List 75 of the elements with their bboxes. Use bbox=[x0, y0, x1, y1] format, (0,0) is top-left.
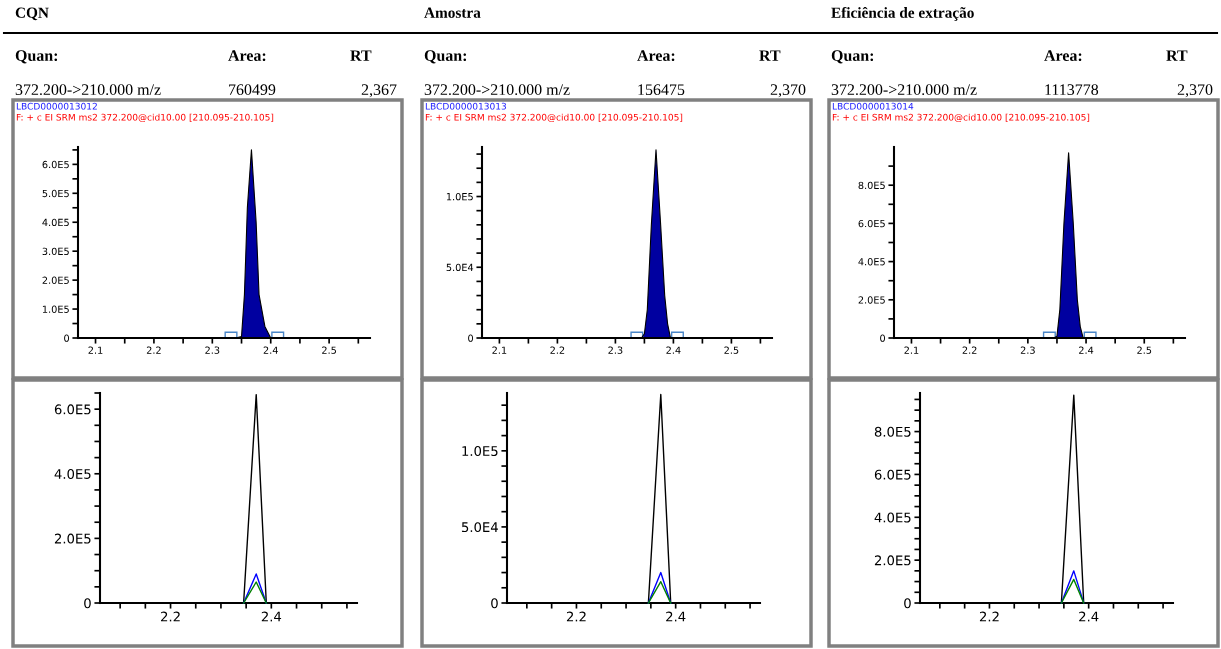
text: Area: bbox=[637, 50, 675, 62]
y-tick-label: 6.0E5 bbox=[54, 404, 91, 415]
y-tick-label: 0 bbox=[468, 334, 474, 342]
text: 760499 bbox=[229, 84, 276, 95]
text: LBCD0000013014 bbox=[832, 102, 914, 110]
text: Quan: bbox=[831, 50, 874, 64]
text: 2,367 bbox=[361, 84, 397, 98]
x-tick-label: 2.2 bbox=[962, 346, 977, 354]
y-tick-label: 5.0E5 bbox=[42, 189, 69, 198]
y-tick-label: 0 bbox=[64, 334, 70, 342]
x-tick-label: 2.4 bbox=[666, 611, 686, 622]
text: 2,370 bbox=[770, 84, 806, 98]
y-tick-label: 6.0E5 bbox=[858, 219, 885, 228]
x-tick-label: 2.2 bbox=[146, 346, 161, 354]
x-tick-label: 2.1 bbox=[492, 346, 507, 354]
y-tick-label: 1.0E5 bbox=[446, 193, 473, 201]
y-tick-label: 0 bbox=[904, 598, 911, 609]
x-tick-label: 2.4 bbox=[263, 346, 278, 354]
text: RT bbox=[759, 50, 781, 61]
x-tick-label: 2.5 bbox=[1137, 346, 1152, 354]
text: Area: bbox=[1044, 50, 1082, 62]
text: LBCD0000013013 bbox=[425, 102, 507, 110]
x-tick-label: 2.3 bbox=[205, 346, 220, 354]
y-tick-label: 1.0E5 bbox=[42, 305, 69, 313]
x-tick-label: 2.5 bbox=[322, 346, 336, 354]
x-tick-label: 2.4 bbox=[261, 611, 282, 622]
y-tick-label: 2.0E5 bbox=[874, 555, 911, 566]
text: 372.200->210.000 m/z bbox=[831, 84, 977, 96]
chart-title: Amostra bbox=[424, 7, 481, 18]
x-tick-label: 2.1 bbox=[88, 346, 103, 354]
text: LBCD0000013012 bbox=[16, 102, 97, 110]
y-tick-label: 2.0E5 bbox=[42, 276, 69, 284]
y-tick-label: 4.0E5 bbox=[54, 468, 91, 479]
x-tick-label: 2.2 bbox=[979, 611, 999, 622]
x-tick-label: 2.3 bbox=[608, 346, 623, 354]
y-tick-label: 4.0E5 bbox=[858, 258, 885, 266]
y-tick-label: 8.0E5 bbox=[858, 181, 885, 190]
x-tick-label: 2.4 bbox=[1079, 611, 1099, 622]
text: 372.200->210.000 m/z bbox=[15, 84, 161, 96]
y-tick-label: 6.0E5 bbox=[874, 469, 911, 480]
y-tick-label: 6.0E5 bbox=[42, 160, 69, 169]
text: 156475 bbox=[638, 84, 685, 95]
x-tick-label: 2.4 bbox=[1079, 346, 1094, 354]
y-tick-label: 0 bbox=[84, 598, 91, 609]
x-tick-label: 2.2 bbox=[566, 611, 586, 622]
y-tick-label: 2.0E5 bbox=[858, 296, 885, 304]
text: 1113778 bbox=[1045, 84, 1099, 95]
x-tick-label: 2.4 bbox=[666, 346, 681, 354]
x-tick-label: 2.3 bbox=[1020, 346, 1035, 354]
y-tick-label: 4.0E5 bbox=[42, 218, 69, 227]
text: 2,370 bbox=[1177, 84, 1213, 98]
y-tick-label: 0 bbox=[880, 334, 886, 342]
chart-title: Eficiência de extração bbox=[831, 6, 974, 21]
x-tick-label: 2.2 bbox=[550, 346, 565, 354]
y-tick-label: 4.0E5 bbox=[874, 512, 911, 523]
text: F: + c EI SRM ms2 372.200@cid10.00 [210.095-210.105] bbox=[832, 113, 1090, 123]
text: Quan: bbox=[15, 50, 58, 64]
y-tick-label: 5.0E4 bbox=[461, 522, 498, 533]
y-tick-label: 1.0E5 bbox=[462, 446, 498, 457]
chart-title: CQN bbox=[15, 7, 49, 21]
y-tick-label: 0 bbox=[491, 598, 498, 609]
text: Quan: bbox=[424, 50, 467, 64]
text: 372.200->210.000 m/z bbox=[424, 84, 570, 96]
y-tick-label: 3.0E5 bbox=[42, 247, 69, 256]
text: Area: bbox=[228, 50, 266, 62]
y-tick-label: 5.0E4 bbox=[446, 263, 474, 272]
text: RT bbox=[350, 50, 372, 61]
x-tick-label: 2.1 bbox=[904, 346, 919, 354]
x-tick-label: 2.2 bbox=[161, 611, 180, 622]
y-tick-label: 2.0E5 bbox=[54, 533, 91, 544]
text: RT bbox=[1166, 50, 1188, 61]
text: F: + c EI SRM ms2 372.200@cid10.00 [210.095-210.105] bbox=[16, 113, 274, 123]
text: F: + c EI SRM ms2 372.200@cid10.00 [210.095-210.105] bbox=[425, 113, 683, 123]
x-tick-label: 2.5 bbox=[724, 346, 739, 354]
y-tick-label: 8.0E5 bbox=[874, 426, 911, 437]
